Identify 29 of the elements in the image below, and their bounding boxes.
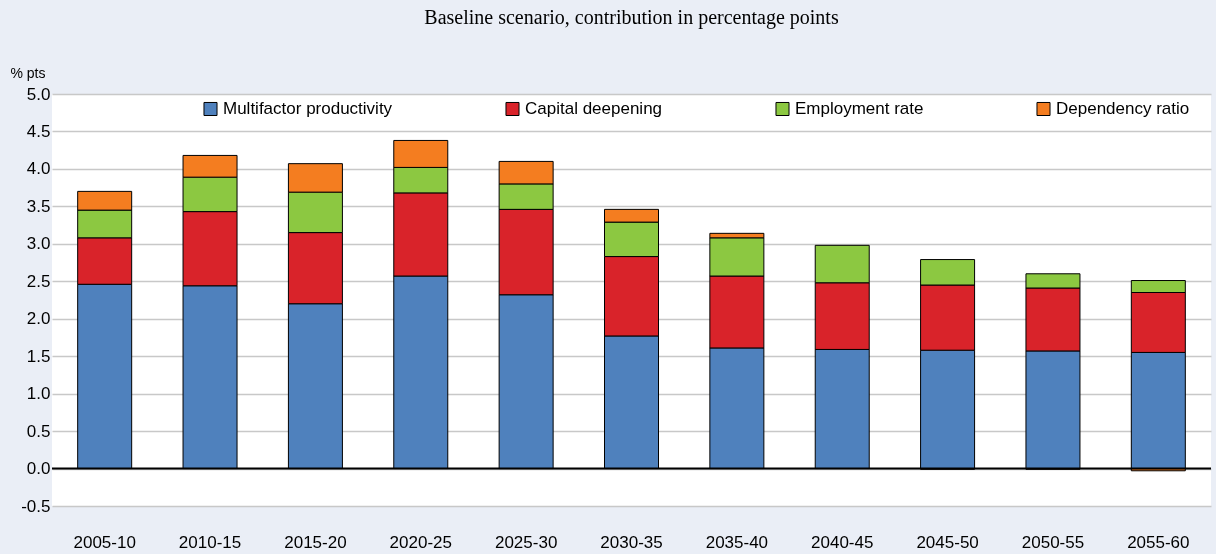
y-tick-label: 4.0 [26, 159, 51, 179]
x-tick-label: 2040-45 [811, 532, 874, 552]
y-axis-title: % pts [10, 64, 46, 81]
legend-label: Capital deepening [525, 98, 663, 118]
y-tick-label: 1.5 [26, 346, 51, 366]
x-tick-label: 2025-30 [494, 532, 558, 552]
y-tick-label: -0.5 [21, 496, 51, 516]
x-tick-label: 2020-25 [389, 532, 452, 552]
legend-label: Dependency ratio [1056, 98, 1190, 118]
y-tick-label: 3.5 [26, 196, 51, 216]
y-tick-label: 4.5 [26, 121, 51, 141]
x-tick-label: 2045-50 [916, 532, 979, 552]
y-tick-label: 2.0 [26, 309, 51, 329]
x-tick-label: 2035-40 [705, 532, 769, 552]
y-tick-label: 1.0 [26, 384, 51, 404]
y-tick-label: 5.0 [26, 84, 51, 104]
x-tick-label: 2030-35 [600, 532, 663, 552]
legend-label: Employment rate [795, 98, 924, 118]
chart-title: Baseline scenario, contribution in percentage points [424, 6, 839, 29]
y-tick-label: 2.5 [26, 271, 51, 291]
legend-label: Multifactor productivity [223, 98, 393, 118]
x-tick-label: 2050-55 [1021, 532, 1085, 552]
y-tick-label: 3.0 [26, 234, 51, 254]
x-tick-label: 2015-20 [284, 532, 347, 552]
x-tick-label: 2005-10 [73, 532, 136, 552]
x-tick-label: 2055-60 [1127, 532, 1190, 552]
y-tick-label: 0.5 [26, 421, 51, 441]
x-tick-label: 2010-15 [178, 532, 242, 552]
y-tick-label: 0.0 [26, 459, 51, 479]
